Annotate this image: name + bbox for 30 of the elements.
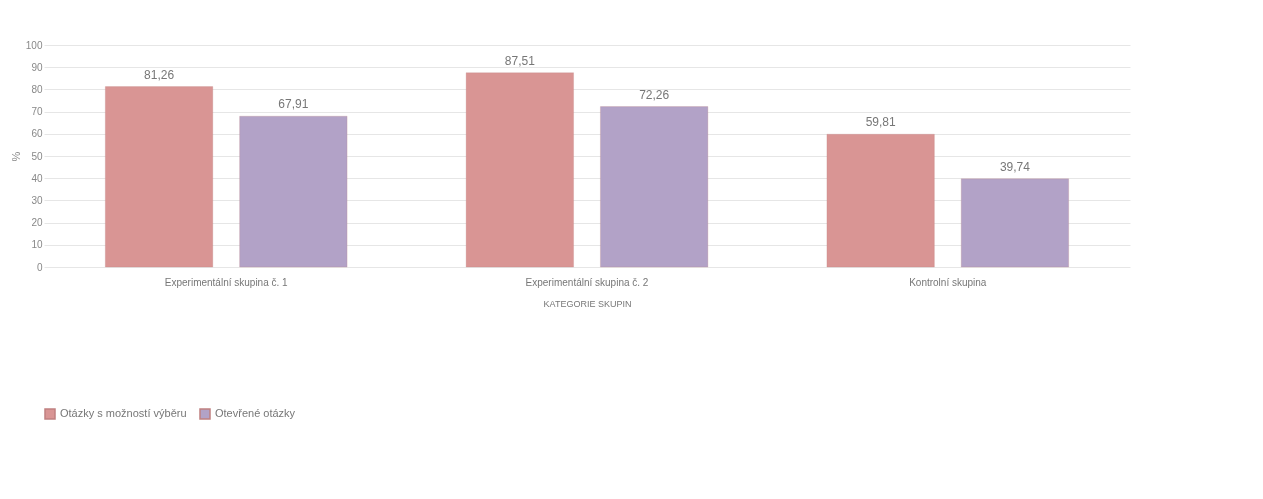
- data-label: 72,26: [639, 87, 670, 102]
- data-label: 87,51: [504, 53, 536, 68]
- x-tick-label: Experimentální skupina č. 1: [164, 276, 289, 288]
- data-label: 81,26: [144, 67, 175, 82]
- x-tick-label: Experimentální skupina č. 2: [525, 276, 649, 288]
- bar: [600, 106, 709, 268]
- bar: [465, 72, 574, 268]
- y-tick-label: 0: [36, 261, 43, 273]
- y-tick-label: 40: [31, 172, 43, 184]
- x-axis-title: KATEGORIE SKUPIN: [543, 298, 632, 309]
- bar: [239, 115, 348, 268]
- x-tick-label: Kontrolní skupina: [909, 276, 987, 288]
- y-tick-label: 70: [31, 106, 43, 118]
- bar: [105, 86, 214, 268]
- y-tick-label: 90: [31, 61, 43, 73]
- legend-label: Otázky s možností výběru: [60, 407, 187, 419]
- legend-label: Otevřené otázky: [215, 407, 296, 419]
- y-tick-label: 80: [31, 83, 43, 95]
- y-tick-label: 30: [31, 194, 43, 206]
- data-label: 39,74: [999, 159, 1031, 174]
- y-axis-title: %: [9, 151, 22, 162]
- bar: [960, 178, 1069, 268]
- y-tick-label: 20: [31, 217, 43, 229]
- y-tick-label: 60: [31, 128, 43, 140]
- bar: [826, 133, 935, 268]
- y-tick-label: 100: [25, 39, 43, 51]
- y-tick-label: 10: [31, 239, 43, 251]
- data-label: 67,91: [278, 97, 309, 112]
- y-tick-label: 50: [31, 150, 43, 162]
- data-label: 59,81: [865, 115, 896, 130]
